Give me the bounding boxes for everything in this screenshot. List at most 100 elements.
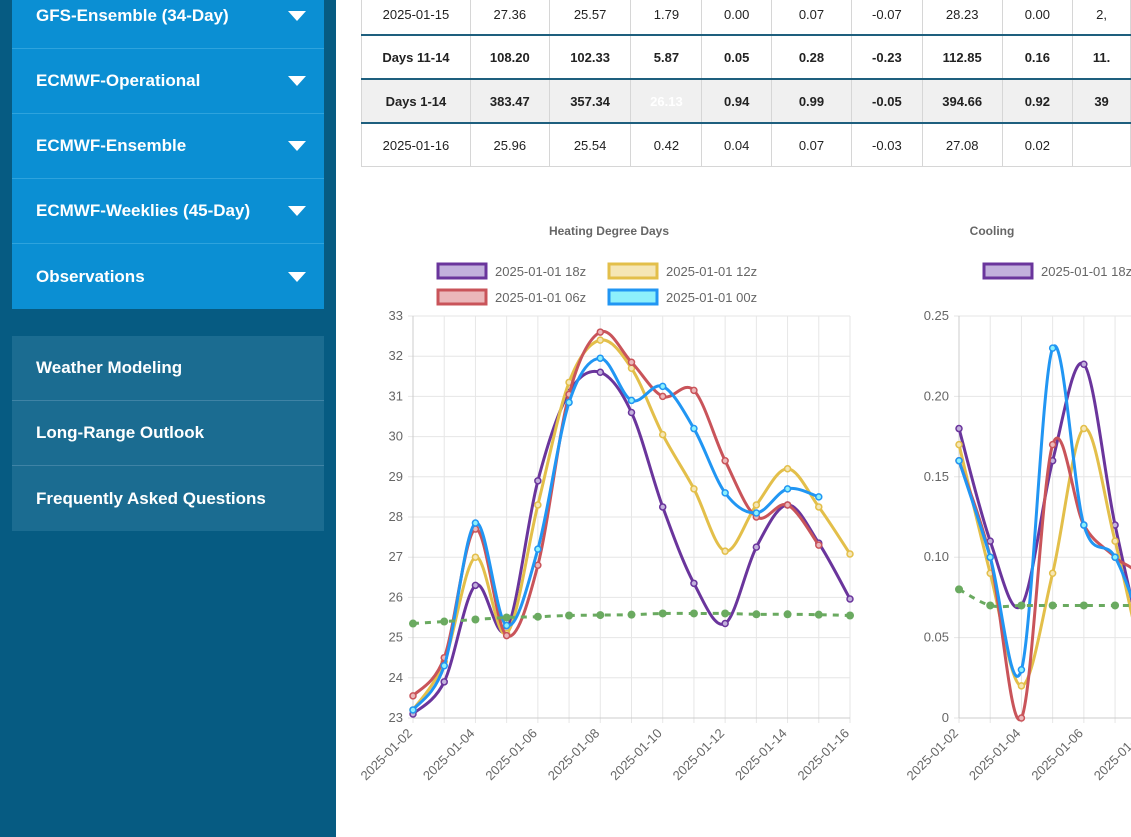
table-cell: 102.33: [548, 34, 632, 80]
table-cell: 357.34: [548, 78, 632, 124]
caret-down-icon: [288, 271, 306, 282]
data-point: [596, 336, 605, 344]
table-cell: 39: [1072, 78, 1131, 124]
data-point: [1017, 714, 1026, 722]
data-point: [409, 619, 417, 628]
legend-swatch: [982, 262, 1034, 280]
data-point: [955, 585, 963, 594]
legend-swatch: [436, 288, 488, 306]
accordion-ecmwf-ensemble[interactable]: ECMWF-Ensemble: [12, 114, 324, 179]
accordion-label: GFS-Ensemble (34-Day): [36, 6, 229, 25]
table-cell: -0.23: [850, 34, 923, 80]
data-point: [1048, 569, 1057, 578]
table-cell: 11.: [1072, 34, 1131, 80]
series-line: [411, 369, 852, 716]
table-cell: 2025-01-16: [361, 122, 471, 167]
series-line: [958, 588, 1131, 609]
accordion-ecmwf-weeklies[interactable]: ECMWF-Weeklies (45-Day): [12, 179, 324, 244]
data-point: [409, 706, 417, 714]
data-point: [1111, 537, 1119, 545]
data-point: [986, 601, 995, 610]
legend-swatch: [607, 288, 659, 306]
data-point: [752, 610, 761, 619]
data-point: [721, 456, 729, 465]
legend-label: 2025-01-01 00z: [666, 290, 757, 305]
data-point: [596, 328, 605, 336]
data-point: [955, 456, 963, 465]
data-point: [534, 545, 542, 553]
sidebar: GFS-Ensemble (34-Day) ECMWF-Operational …: [0, 0, 336, 837]
table-cell: 5.87: [630, 34, 703, 80]
x-tick-label: 2025-01-04: [420, 726, 478, 784]
data-point: [502, 631, 511, 640]
highlighted-cell: 26.13: [630, 78, 703, 124]
caret-down-icon: [288, 141, 306, 151]
main-content: 2025-01-15 27.36 25.57 1.79 0.00 0.07 -0…: [336, 0, 1131, 837]
data-point: [1080, 424, 1088, 433]
data-point: [1048, 601, 1057, 610]
nav-weather-modeling[interactable]: Weather Modeling: [12, 336, 324, 401]
x-tick-label: 2025-01-08: [545, 726, 603, 784]
table-cell: 0.05: [701, 34, 772, 80]
data-point: [1048, 440, 1057, 449]
y-tick-label: 30: [389, 429, 403, 444]
data-point: [752, 509, 761, 517]
series-line: [411, 356, 820, 711]
data-point: [1111, 553, 1119, 561]
table-cell: 0.02: [1001, 122, 1074, 167]
data-point: [690, 386, 698, 395]
data-point: [815, 541, 823, 549]
table-cell: 0.92: [1001, 78, 1074, 124]
data-point: [565, 611, 574, 620]
y-tick-label: 0.25: [924, 308, 949, 323]
data-point: [565, 398, 573, 407]
x-tick-label: 2025-01-12: [670, 726, 728, 784]
x-tick-label: 2025-01-02: [903, 726, 961, 784]
data-point: [658, 430, 667, 439]
y-tick-label: 33: [389, 308, 403, 323]
data-point: [471, 581, 480, 590]
table-row: Days 1-14 383.47 357.34 26.13 0.94 0.99 …: [361, 78, 1131, 124]
table-cell: 25.57: [548, 0, 632, 36]
accordion-gfs-ensemble[interactable]: GFS-Ensemble (34-Day): [12, 0, 324, 49]
data-point: [627, 358, 636, 366]
data-point: [752, 501, 761, 509]
accordion-label: Observations: [36, 266, 145, 286]
series-line: [411, 338, 852, 711]
data-point: [689, 609, 698, 618]
data-point: [440, 678, 448, 686]
data-point: [440, 617, 449, 626]
table-cell: 112.85: [921, 34, 1003, 80]
table-cell: 25.96: [469, 122, 550, 167]
y-tick-label: 31: [389, 388, 403, 403]
table-cell: 108.20: [469, 34, 550, 80]
series-line: [957, 344, 1131, 678]
table-cell: -0.05: [850, 78, 923, 124]
y-tick-label: 0.10: [924, 549, 949, 564]
nav-long-range-outlook[interactable]: Long-Range Outlook: [12, 401, 324, 466]
hdd-chart: Heating Degree Days 2025-01-01 18z 2025-01…: [357, 224, 854, 784]
table-cell: Days 11-14: [361, 34, 471, 80]
data-point: [690, 424, 698, 433]
table-cell: 27.36: [469, 0, 550, 36]
table-cell: 25.54: [548, 122, 632, 167]
data-point: [721, 547, 729, 555]
accordion-ecmwf-operational[interactable]: ECMWF-Operational: [12, 49, 324, 114]
y-tick-label: 27: [389, 549, 403, 564]
caret-down-icon: [288, 11, 306, 21]
data-point: [471, 553, 480, 561]
table-cell: 27.08: [921, 122, 1003, 167]
nav-faq[interactable]: Frequently Asked Questions: [36, 488, 266, 508]
data-point: [986, 553, 994, 561]
data-point: [814, 610, 823, 619]
data-point: [1017, 666, 1026, 674]
data-point: [1080, 360, 1088, 368]
x-tick-label: 2025-01-06: [482, 726, 540, 784]
table-cell: 0.00: [1001, 0, 1074, 36]
chart-title: Heating Degree Days: [549, 224, 669, 238]
data-point: [534, 561, 542, 569]
table-cell: 0.94: [701, 78, 772, 124]
accordion-observations[interactable]: Observations: [12, 244, 324, 309]
data-point: [502, 613, 511, 622]
